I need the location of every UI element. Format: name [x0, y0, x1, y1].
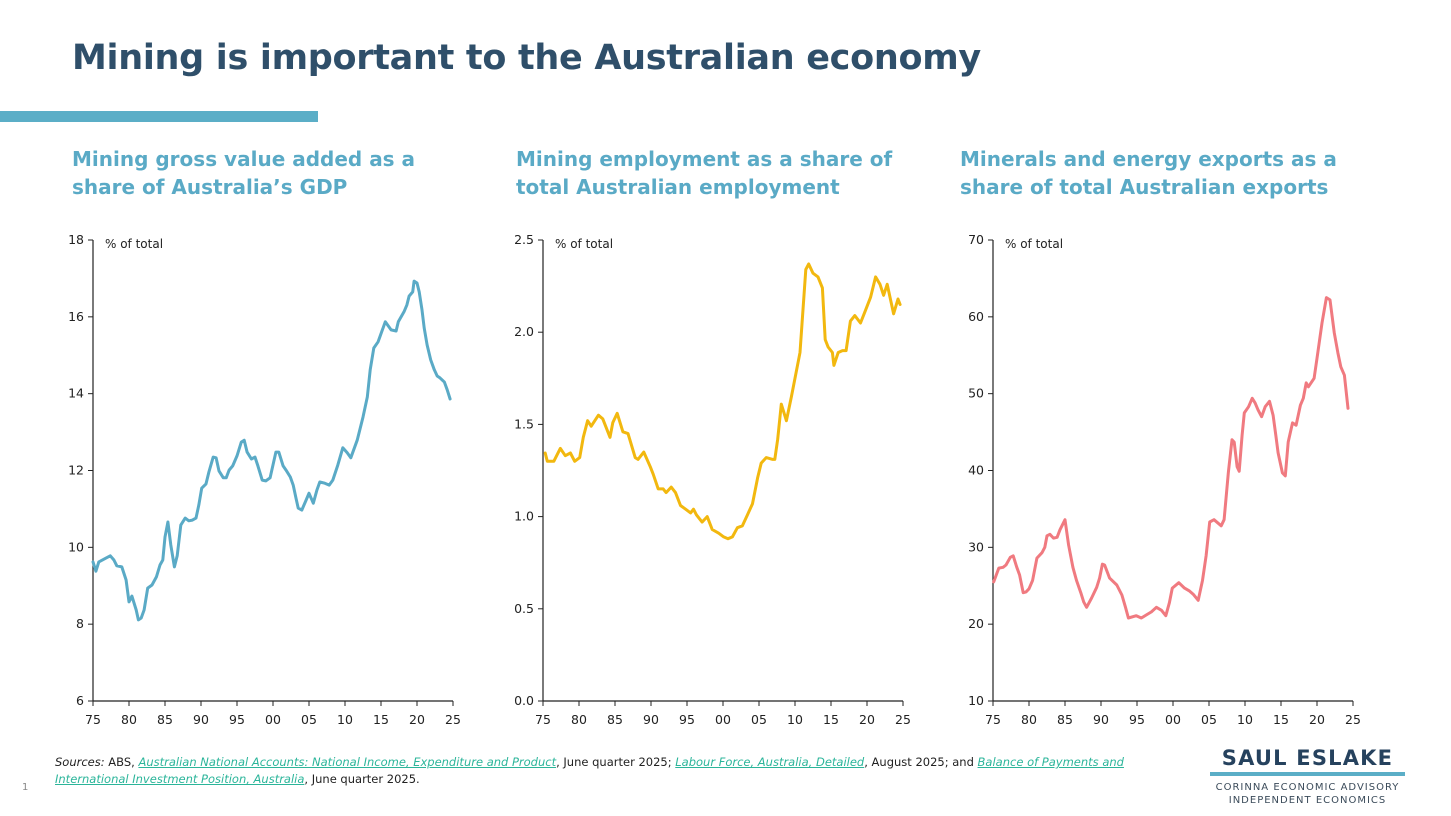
x-tick-label: 85: [1057, 712, 1073, 727]
chart-2-svg: 0.0 0.5 1.0 1.5 2.0 2.5 75 80 85 90 95 00 05 10 15 20 25…: [514, 232, 911, 727]
y-tick-label: 1.0: [514, 509, 534, 524]
x-tick-label: 90: [1093, 712, 1109, 727]
y-tick-label: 60: [968, 309, 984, 324]
page-number: 1: [22, 782, 29, 793]
y-tick-label: 16: [68, 309, 84, 324]
x-tick-label: 25: [1345, 712, 1361, 727]
y-tick-label: 1.5: [514, 416, 534, 431]
sources-text-3: , June quarter 2025.: [304, 772, 420, 786]
y-tick-label: 30: [968, 539, 984, 554]
x-tick-label: 20: [859, 712, 875, 727]
x-tick-label: 80: [121, 712, 137, 727]
brand-logo: SAUL ESLAKE CORINNA ECONOMIC ADVISORY IN…: [1210, 746, 1405, 807]
sources-prefix: ABS,: [104, 755, 139, 769]
chart-3-svg: 10 20 30 40 50 60 70 75 80 85 90 95 00 05 10 15 20 25 % of…: [968, 232, 1361, 727]
sources-label: Sources:: [55, 755, 105, 769]
accent-bar: [0, 111, 318, 122]
x-tick-label: 15: [1273, 712, 1289, 727]
chart-mining-gva: 6 8 10 12 14 16 18 75 80 85 90 95 00 05 10 15 20 25 % of t…: [45, 228, 475, 733]
logo-line-1: CORINNA ECONOMIC ADVISORY: [1215, 782, 1400, 793]
x-tick-label: 95: [1129, 712, 1145, 727]
y-tick-label: 18: [68, 232, 84, 247]
sources-text-1: , June quarter 2025;: [556, 755, 676, 769]
x-tick-label: 20: [1309, 712, 1325, 727]
x-tick-label: 90: [193, 712, 209, 727]
unit-label: % of total: [555, 237, 613, 251]
series-line: [543, 262, 902, 541]
y-tick-label: 70: [968, 232, 984, 247]
x-tick-label: 95: [229, 712, 245, 727]
y-tick-label: 2.0: [514, 324, 534, 339]
x-tick-label: 00: [715, 712, 731, 727]
y-tick-label: 40: [968, 463, 984, 478]
x-tick-label: 15: [373, 712, 389, 727]
x-tick-label: 20: [409, 712, 425, 727]
chart-mining-employment: 0.0 0.5 1.0 1.5 2.0 2.5 75 80 85 90 95 00 05 10 15 20 25…: [495, 228, 925, 733]
x-tick-label: 05: [751, 712, 767, 727]
y-tick-label: 12: [68, 463, 84, 478]
sources-text-2: , August 2025; and: [864, 755, 978, 769]
y-tick-label: 14: [68, 386, 84, 401]
source-link-national-accounts[interactable]: Australian National Accounts: National I…: [138, 755, 557, 769]
source-link-labour-force[interactable]: Labour Force, Australia, Detailed: [675, 755, 865, 769]
x-tick-label: 00: [1165, 712, 1181, 727]
unit-label: % of total: [1005, 237, 1063, 251]
x-tick-label: 10: [1237, 712, 1253, 727]
y-tick-label: 6: [76, 693, 84, 708]
series-line: [91, 279, 452, 622]
x-tick-label: 80: [571, 712, 587, 727]
series-line: [992, 296, 1350, 620]
x-tick-label: 05: [301, 712, 317, 727]
logo-name: SAUL ESLAKE: [1221, 746, 1394, 770]
y-tick-label: 10: [68, 539, 84, 554]
x-tick-label: 00: [265, 712, 281, 727]
x-tick-label: 85: [607, 712, 623, 727]
x-tick-label: 80: [1021, 712, 1037, 727]
chart-1-svg: 6 8 10 12 14 16 18 75 80 85 90 95 00 05 10 15 20 25 % of t…: [68, 232, 461, 727]
y-tick-label: 10: [968, 693, 984, 708]
source-link-balance-of-payments[interactable]: Balance of Payments and International In…: [55, 755, 1124, 786]
x-tick-label: 75: [985, 712, 1001, 727]
x-tick-label: 25: [445, 712, 461, 727]
chart-1-title: Mining gross value added as a share of A…: [72, 147, 416, 199]
y-tick-label: 0.0: [514, 693, 534, 708]
x-tick-label: 05: [1201, 712, 1217, 727]
x-tick-label: 90: [643, 712, 659, 727]
y-tick-label: 20: [968, 616, 984, 631]
slide-title: Mining is important to the Australian ec…: [72, 38, 981, 78]
x-tick-label: 15: [823, 712, 839, 727]
x-tick-label: 75: [85, 712, 101, 727]
x-tick-label: 75: [535, 712, 551, 727]
logo-line-2: INDEPENDENT ECONOMICS: [1228, 795, 1387, 806]
unit-label: % of total: [105, 237, 163, 251]
chart-2-title: Mining employment as a share of total Au…: [516, 147, 893, 199]
y-tick-label: 8: [76, 616, 84, 631]
y-tick-label: 0.5: [514, 601, 534, 616]
x-tick-label: 95: [679, 712, 695, 727]
y-tick-label: 2.5: [514, 232, 534, 247]
x-tick-label: 85: [157, 712, 173, 727]
logo-rule: [1210, 772, 1405, 776]
x-tick-label: 10: [787, 712, 803, 727]
chart-mineral-exports: 10 20 30 40 50 60 70 75 80 85 90 95 00 05 10 15 20 25 % of…: [945, 228, 1375, 733]
sources-note: Sources: ABS, Australian National Accoun…: [55, 754, 1165, 788]
x-tick-label: 25: [895, 712, 911, 727]
x-tick-label: 10: [337, 712, 353, 727]
y-tick-label: 50: [968, 386, 984, 401]
chart-3-title: Minerals and energy exports as a share o…: [960, 147, 1337, 199]
